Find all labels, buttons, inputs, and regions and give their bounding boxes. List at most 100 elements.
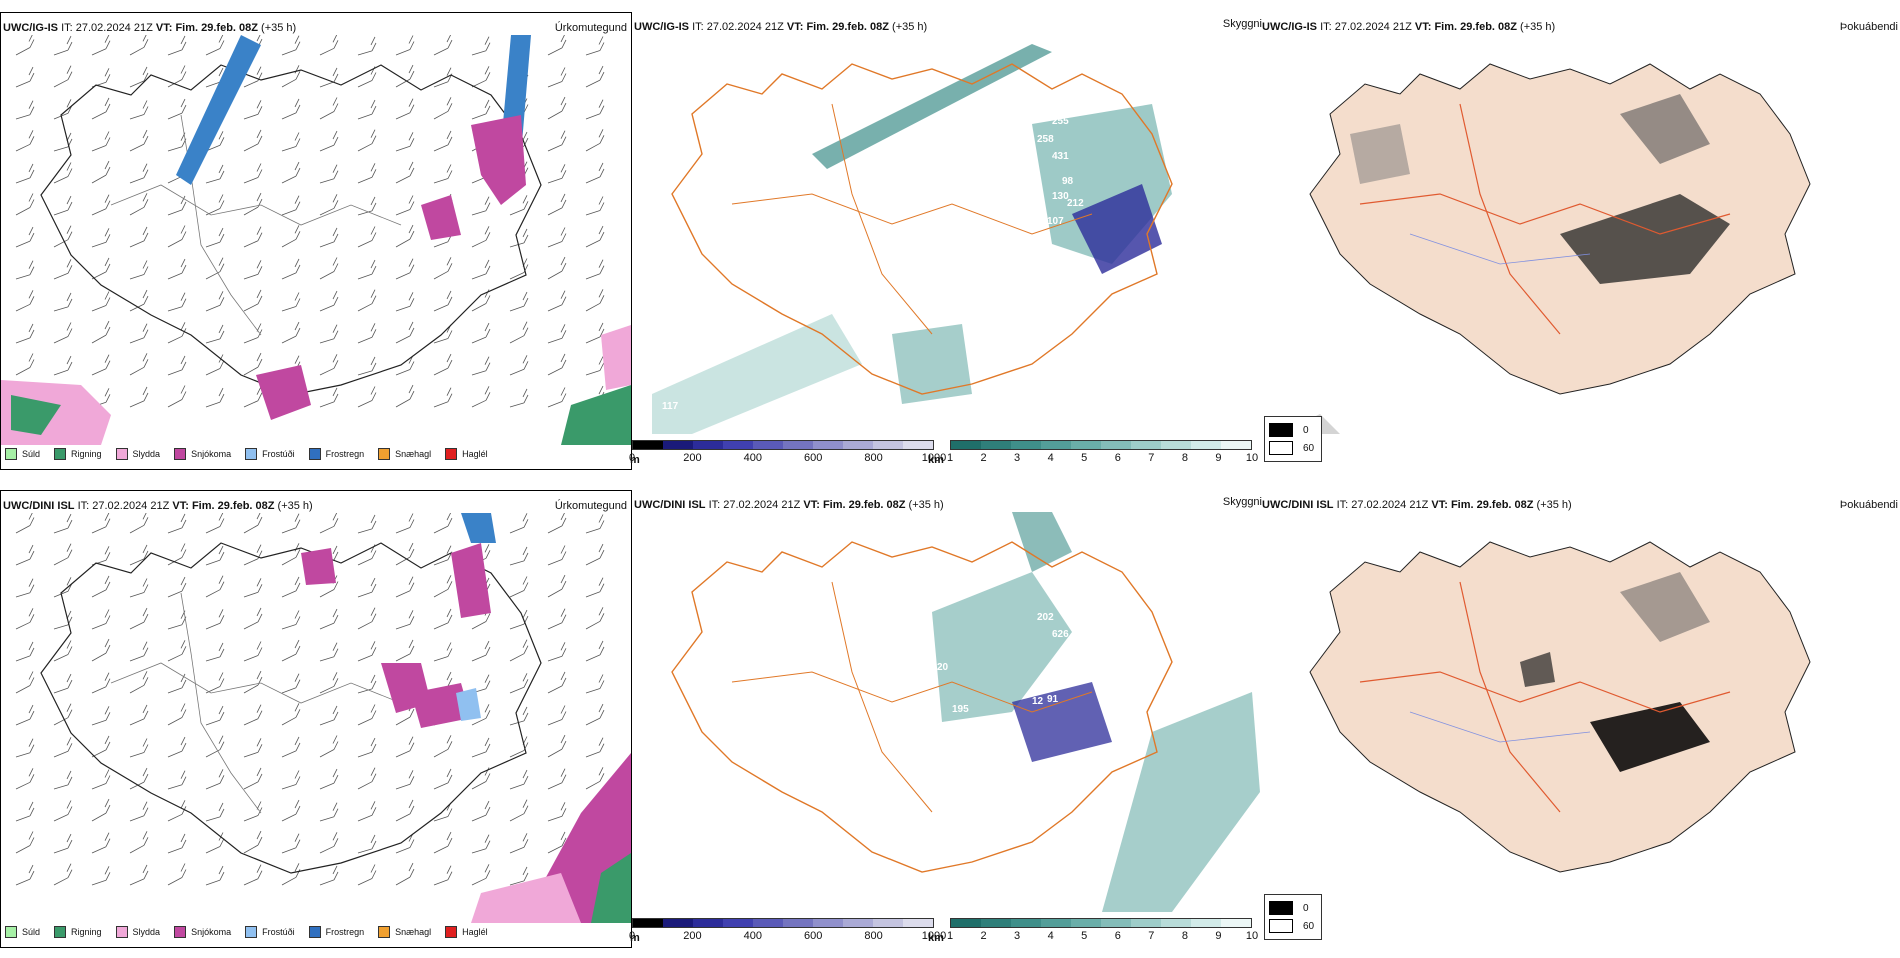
precip-type-map-panel: UWC/DINI ISL IT: 27.02.2024 21Z VT: Fim.… xyxy=(0,490,632,948)
visibility-ticks: 1 2 3 4 5 6 7 8 9 10 xyxy=(947,928,1258,942)
vt-label: VT: xyxy=(1414,21,1432,33)
scale-tick: 9 xyxy=(1215,452,1222,464)
legend-item: Snæhagl xyxy=(378,448,431,460)
wind-barb xyxy=(319,735,339,758)
wind-barb xyxy=(91,68,111,88)
wind-barb xyxy=(53,195,73,216)
wind-barb xyxy=(357,864,377,886)
legend-label: Haglél xyxy=(462,927,488,937)
wind-barb xyxy=(395,98,415,120)
wind-barb xyxy=(205,609,225,630)
wind-barb xyxy=(585,289,605,312)
wind-barb xyxy=(167,640,187,662)
wind-barb xyxy=(471,356,491,376)
wind-barb xyxy=(357,386,377,408)
elevation-colorbar xyxy=(632,918,934,928)
wind-barb xyxy=(585,196,605,216)
vt-label: VT: xyxy=(803,499,820,511)
wind-barb xyxy=(53,259,73,280)
scale-tick: 8 xyxy=(1181,930,1188,942)
visibility-value-label: 12 xyxy=(1032,696,1044,707)
wind-barb xyxy=(471,704,491,726)
wind-barb xyxy=(281,863,301,886)
fog-map xyxy=(1280,63,1811,434)
wind-barb xyxy=(357,704,377,726)
wind-barb xyxy=(243,830,263,854)
scale-tick: 200 xyxy=(683,930,702,942)
valid-time: Fim. 29.feb. 08Z xyxy=(822,499,906,511)
wind-barb xyxy=(53,225,73,248)
wind-barb xyxy=(129,831,149,854)
wind-barb xyxy=(357,356,377,376)
wind-barb xyxy=(205,291,225,312)
wind-barb xyxy=(357,66,377,88)
visibility-map-panel: UWC/DINI ISL IT: 27.02.2024 21Z VT: Fim.… xyxy=(629,490,1262,948)
wind-barb xyxy=(547,324,567,344)
vt-label: VT: xyxy=(1431,499,1448,511)
wind-barb xyxy=(281,65,301,88)
wind-barb xyxy=(129,66,149,88)
init-time: 27.02.2024 21Z xyxy=(706,21,784,33)
vt-label: VT: xyxy=(155,22,173,34)
legend-label: Snæhagl xyxy=(395,927,432,937)
wind-barb xyxy=(243,641,263,662)
valid-time: Fim. 29.feb. 08Z xyxy=(191,500,275,512)
wind-barb xyxy=(433,513,453,534)
legend-item: Snjókoma xyxy=(174,448,231,460)
wind-barb xyxy=(433,608,453,630)
wind-barb xyxy=(395,35,415,56)
wind-barb xyxy=(129,578,149,598)
wind-barb xyxy=(433,130,453,152)
wind-barb xyxy=(243,578,263,598)
fog-map-panel: UWC/DINI ISL IT: 27.02.2024 21Z VT: Fim.… xyxy=(1260,490,1900,948)
wind-barb xyxy=(547,831,567,854)
legend-swatch xyxy=(5,926,17,938)
wind-barb xyxy=(91,706,111,726)
wind-barb xyxy=(395,576,415,598)
legend-label: Rigning xyxy=(71,927,102,937)
wind-barb xyxy=(509,799,529,822)
legend-label: Slydda xyxy=(132,927,161,937)
wind-barb xyxy=(243,289,263,312)
wind-barb xyxy=(91,638,111,662)
init-time: 27.02.2024 21Z xyxy=(1334,21,1412,33)
scale-tick: 4 xyxy=(1047,452,1054,464)
wind-barb xyxy=(547,256,567,280)
wind-barb xyxy=(129,801,149,822)
panel-header: UWC/DINI ISL IT: 27.02.2024 21Z VT: Fim.… xyxy=(1262,499,1572,511)
wind-barb xyxy=(509,321,529,344)
wind-barb xyxy=(167,736,187,758)
wind-barb xyxy=(91,320,111,344)
visibility-value-label: 73 xyxy=(952,226,964,237)
legend-label: Rigning xyxy=(71,449,102,459)
wind-barb xyxy=(15,578,35,598)
wind-barb xyxy=(319,768,339,790)
scale-tick: 2 xyxy=(980,930,987,942)
wind-barb xyxy=(471,99,491,120)
scale-tick: 7 xyxy=(1148,930,1155,942)
iceland-fill xyxy=(1309,541,1811,873)
panel-header: UWC/IG-IS IT: 27.02.2024 21Z VT: Fim. 29… xyxy=(3,22,296,34)
init-time: 27.02.2024 21Z xyxy=(1351,499,1429,511)
wind-barb xyxy=(15,831,35,854)
wind-barb xyxy=(53,800,73,822)
legend-label: Snæhagl xyxy=(395,449,432,459)
wind-barb xyxy=(433,642,453,662)
fog-legend-label: 0 xyxy=(1303,424,1309,436)
wind-barb xyxy=(471,36,491,56)
wind-barb xyxy=(547,290,567,312)
fog-legend-swatch xyxy=(1269,423,1293,437)
wind-barb xyxy=(53,99,73,120)
legend-item: Súld xyxy=(5,926,40,938)
visibility-value-label: 52 xyxy=(937,184,949,195)
wind-barb xyxy=(91,35,111,56)
iceland-outline xyxy=(40,64,542,396)
wind-barb xyxy=(433,97,453,120)
wind-barb xyxy=(547,96,567,120)
wind-barb xyxy=(243,163,263,184)
wind-barb xyxy=(357,323,377,344)
visibility-value-label: 431 xyxy=(1067,676,1084,687)
